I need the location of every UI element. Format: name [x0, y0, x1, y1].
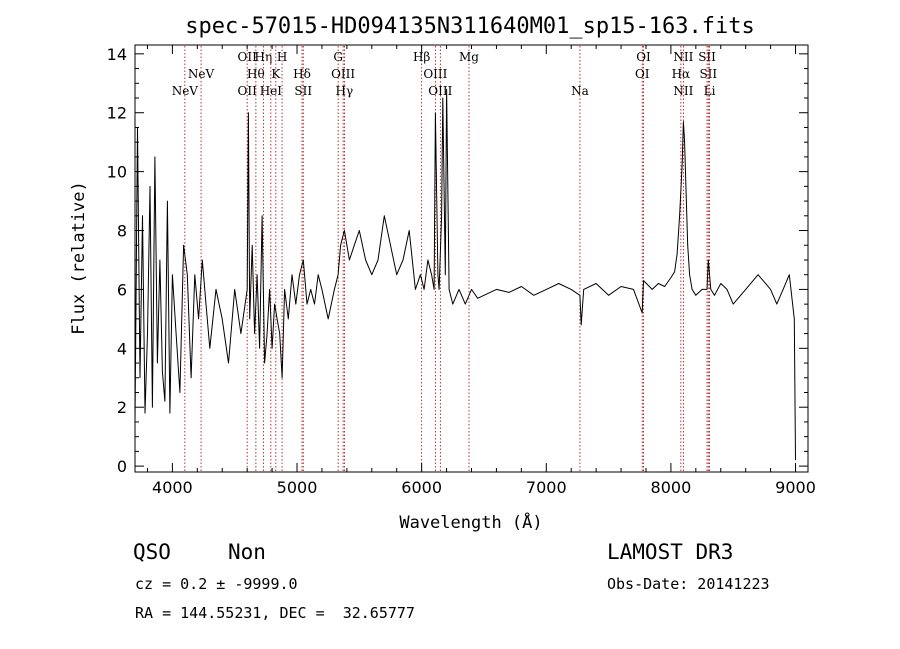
line-marker-label: OI — [635, 67, 650, 81]
object-subclass: Non — [228, 540, 266, 564]
line-marker-label: OII — [238, 84, 258, 98]
line-marker-label: Hθ — [247, 67, 265, 81]
y-tick-label: 4 — [117, 339, 127, 358]
chart-title: spec-57015-HD094135N311640M01_sp15-163.f… — [185, 14, 755, 39]
line-marker-label: OIII — [331, 67, 355, 81]
y-axis-label: Flux (relative) — [69, 181, 89, 335]
line-marker-label: NeV — [188, 67, 215, 81]
y-tick-label: 10 — [107, 163, 127, 182]
spectrum-layer — [134, 88, 796, 461]
observation-date: Obs-Date: 20141223 — [607, 575, 770, 593]
line-marker-label: SII — [699, 67, 717, 81]
y-tick-label: 2 — [117, 398, 127, 417]
coordinates-readout: RA = 144.55231, DEC = 32.65777 — [135, 604, 415, 622]
line-marker-layer: NeV NeV OII OII Hθ Hη HeI KH Hδ SII G OIII Hγ Hβ OIII O… — [172, 46, 717, 471]
x-tick-label: 7000 — [526, 478, 567, 497]
y-tick-label: 0 — [117, 457, 127, 476]
y-tick-label: 14 — [107, 45, 127, 64]
line-marker-label: Li — [704, 84, 716, 98]
y-tick-label: 12 — [107, 104, 127, 123]
line-marker-label: OI — [636, 50, 651, 64]
x-tick-label: 8000 — [651, 478, 692, 497]
line-marker-label: Hβ — [413, 50, 430, 64]
x-tick-label: 9000 — [775, 478, 816, 497]
spectrum-line — [134, 88, 796, 461]
line-marker-label: G — [333, 50, 343, 64]
x-tick-label: 6000 — [401, 478, 442, 497]
line-marker-label: NeV — [172, 84, 199, 98]
x-axis-label: Wavelength (Å) — [399, 511, 542, 533]
x-tick-label: 5000 — [277, 478, 318, 497]
line-marker-label: OIII — [428, 84, 452, 98]
line-marker-label: Na — [571, 84, 589, 98]
y-tick-label: 8 — [117, 222, 127, 241]
line-marker-label: SII — [294, 84, 312, 98]
object-class: QSO — [133, 540, 171, 564]
line-marker-label: Hγ — [336, 84, 354, 98]
line-marker-label: H — [277, 50, 287, 64]
line-marker-label: NII — [673, 84, 693, 98]
line-marker-label: Hη — [255, 50, 273, 64]
line-marker-label: SII — [698, 50, 716, 64]
line-marker-label: NII — [673, 50, 693, 64]
survey-name: LAMOST DR3 — [607, 540, 734, 564]
x-tick-label: 4000 — [152, 478, 193, 497]
y-tick-label: 6 — [117, 280, 127, 299]
line-marker-label: Hα — [672, 67, 691, 81]
line-marker-label: K — [271, 67, 281, 81]
line-marker-label: Hδ — [293, 67, 311, 81]
redshift-readout: cz = 0.2 ± -9999.0 — [135, 575, 298, 593]
line-marker-label: OII — [238, 50, 258, 64]
line-marker-label: OIII — [423, 67, 447, 81]
line-marker-label: HeI — [260, 84, 283, 98]
axis-ticks: 4000 5000 6000 7000 8000 9000 0 2 4 6 8 10 12 14 — [107, 45, 816, 497]
line-marker-label: Mg — [459, 50, 479, 64]
